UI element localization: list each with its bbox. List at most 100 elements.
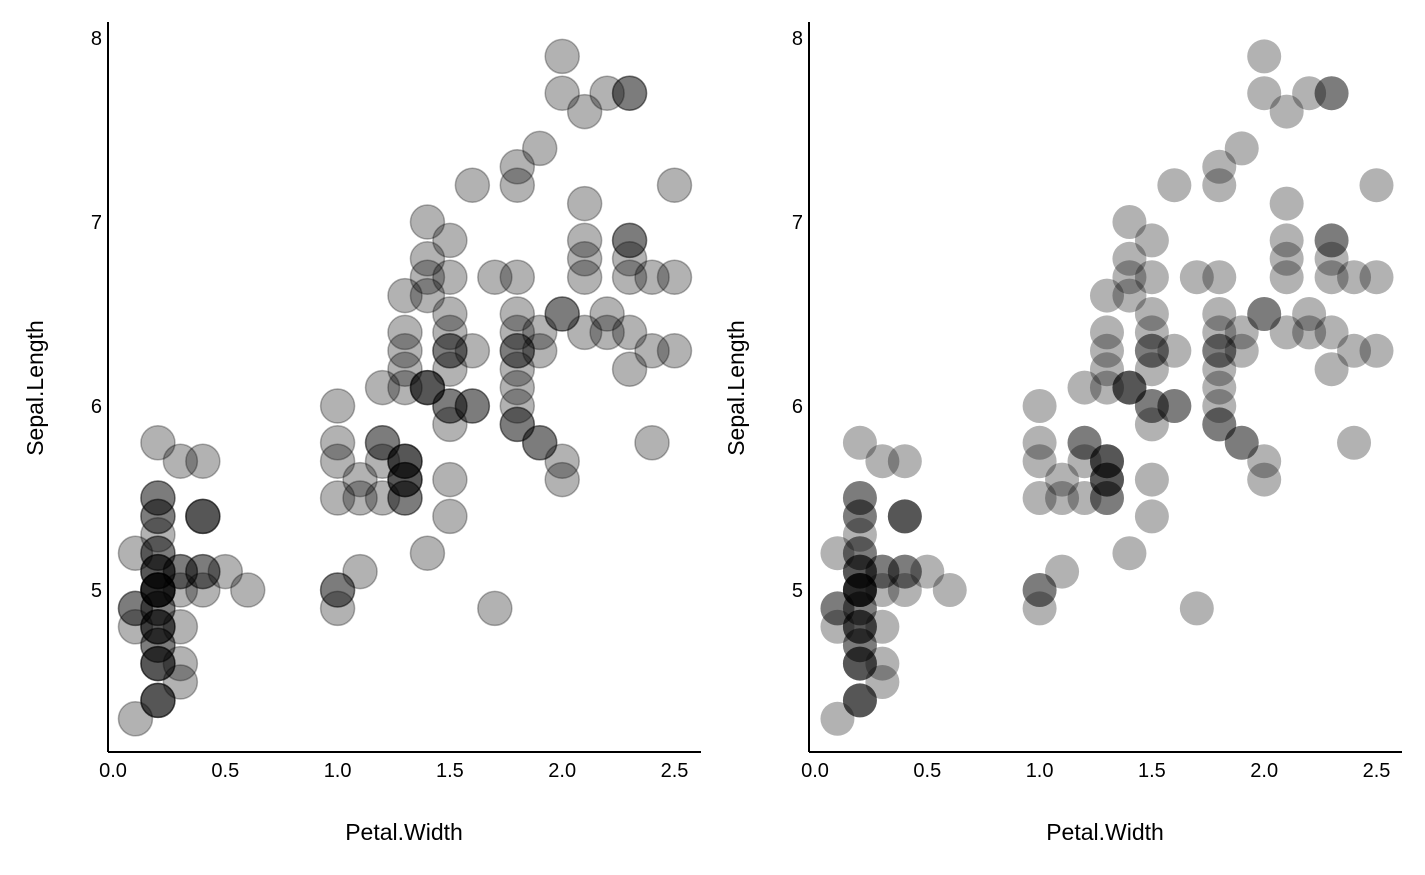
data-point	[656, 259, 693, 295]
data-point	[1112, 370, 1147, 405]
data-point	[387, 351, 423, 387]
data-point	[140, 645, 176, 682]
data-point	[1157, 168, 1192, 203]
data-point	[544, 38, 580, 75]
data-point	[865, 573, 900, 607]
data-point	[1337, 333, 1372, 368]
data-point	[1314, 241, 1349, 276]
data-point	[842, 591, 877, 626]
data-point	[140, 645, 176, 682]
data-point	[319, 388, 356, 424]
data-point	[1202, 407, 1237, 442]
data-point	[887, 499, 922, 534]
data-point	[185, 498, 221, 535]
data-point	[1022, 573, 1057, 607]
data-point	[1112, 205, 1147, 239]
data-point	[499, 369, 536, 406]
x-tick-label: 0.5	[913, 760, 941, 782]
data-point	[865, 646, 900, 681]
data-point	[1247, 297, 1282, 331]
data-point	[162, 609, 199, 645]
data-point	[842, 481, 877, 515]
data-point	[589, 75, 625, 111]
data-point	[117, 535, 154, 571]
data-point	[387, 333, 423, 369]
data-point	[1134, 223, 1169, 258]
data-point	[319, 443, 356, 479]
data-point	[1089, 462, 1124, 497]
data-point	[319, 590, 356, 627]
data-point	[454, 388, 491, 424]
data-point	[1134, 297, 1169, 331]
data-point	[1022, 591, 1057, 626]
data-point	[521, 314, 558, 351]
data-point	[1134, 462, 1169, 497]
data-point	[842, 573, 877, 607]
data-point	[1337, 260, 1372, 295]
data-point	[1202, 297, 1237, 331]
data-point	[589, 296, 625, 332]
data-point	[409, 204, 446, 240]
data-point	[432, 406, 468, 443]
data-point	[1089, 352, 1124, 387]
data-point	[140, 498, 176, 535]
data-point	[432, 296, 468, 332]
data-point	[842, 536, 877, 571]
data-point	[611, 351, 648, 387]
data-point	[477, 259, 513, 295]
data-point	[1067, 444, 1102, 479]
data-point	[140, 572, 176, 608]
data-point	[140, 572, 176, 608]
data-point	[887, 499, 922, 534]
data-point	[387, 461, 423, 498]
data-point	[140, 572, 176, 608]
x-tick-label: 1.0	[1026, 760, 1054, 782]
data-point	[865, 444, 900, 479]
data-point	[1292, 76, 1327, 111]
data-point	[207, 553, 244, 590]
data-point	[842, 609, 877, 644]
data-point	[1224, 425, 1259, 460]
data-point	[1157, 333, 1192, 368]
data-point	[544, 461, 580, 498]
y-tick-label: 8	[792, 28, 803, 50]
data-point	[1269, 223, 1304, 258]
data-point	[566, 314, 603, 351]
data-point	[1045, 481, 1080, 515]
data-point	[140, 535, 176, 571]
data-point	[140, 609, 176, 645]
data-point	[432, 351, 468, 387]
data-point	[842, 499, 877, 534]
data-point	[865, 609, 900, 644]
y-tick-label: 5	[792, 580, 803, 602]
data-point	[1269, 241, 1304, 276]
right-x-axis-label: Petal.Width	[1046, 819, 1164, 845]
x-tick-label: 1.0	[324, 760, 352, 782]
data-point	[140, 682, 176, 719]
data-point	[319, 480, 356, 516]
data-point	[842, 554, 877, 589]
data-point	[842, 609, 877, 644]
data-point	[140, 609, 176, 645]
data-point	[842, 646, 877, 681]
data-point	[566, 93, 603, 130]
data-point	[1089, 462, 1124, 497]
data-point	[499, 333, 536, 369]
data-point	[820, 536, 855, 571]
right-points	[820, 39, 1394, 736]
data-point	[887, 554, 922, 589]
data-point	[387, 480, 423, 516]
data-point	[910, 554, 945, 589]
data-point	[521, 425, 558, 461]
data-point	[1292, 315, 1327, 350]
data-point	[1359, 260, 1394, 295]
data-point	[1224, 425, 1259, 460]
data-point	[842, 609, 877, 644]
data-point	[1337, 425, 1372, 460]
data-point	[1022, 481, 1057, 515]
data-point	[1089, 481, 1124, 515]
data-point	[1134, 499, 1169, 534]
data-point	[820, 591, 855, 626]
data-point	[865, 554, 900, 589]
data-point	[1224, 315, 1259, 350]
